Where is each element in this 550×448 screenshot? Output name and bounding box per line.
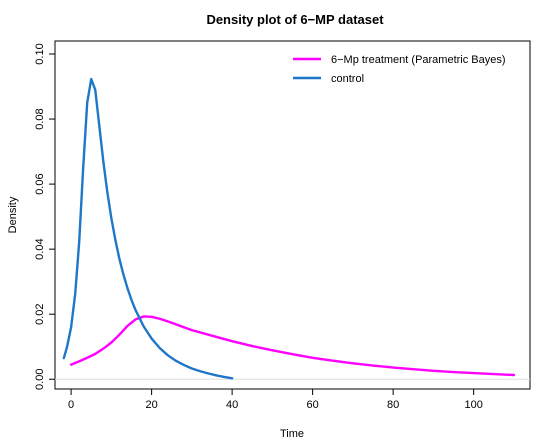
chart-title: Density plot of 6−MP dataset — [206, 12, 384, 27]
y-tick-label: 0.02 — [34, 303, 46, 324]
treatment-density-line — [69, 315, 516, 377]
plot-box — [54, 40, 531, 390]
y-tick-label: 0.00 — [34, 369, 46, 390]
series-group — [62, 77, 516, 380]
x-tick-label: 100 — [464, 399, 482, 411]
control-density-line — [62, 77, 234, 380]
y-tick-label: 0.04 — [34, 238, 46, 259]
y-axis: 0.00 0.02 0.04 0.06 0.08 0.10 — [34, 43, 55, 390]
x-tick-label: 40 — [226, 399, 238, 411]
x-tick-label: 60 — [307, 399, 319, 411]
legend-label: 6−Mp treatment (Parametric Bayes) — [331, 54, 506, 66]
x-tick-label: 80 — [387, 399, 399, 411]
y-tick-label: 0.06 — [34, 173, 46, 194]
x-axis-title: Time — [280, 428, 304, 440]
x-axis: 0 20 40 60 80 100 — [68, 389, 483, 411]
x-tick-label: 20 — [145, 399, 157, 411]
y-axis-title: Density — [7, 196, 19, 233]
legend: 6−Mp treatment (Parametric Bayes) control — [293, 54, 506, 85]
y-tick-label: 0.08 — [34, 108, 46, 129]
y-tick-label: 0.10 — [34, 43, 46, 64]
x-tick-label: 0 — [68, 399, 74, 411]
legend-label: control — [331, 73, 364, 85]
